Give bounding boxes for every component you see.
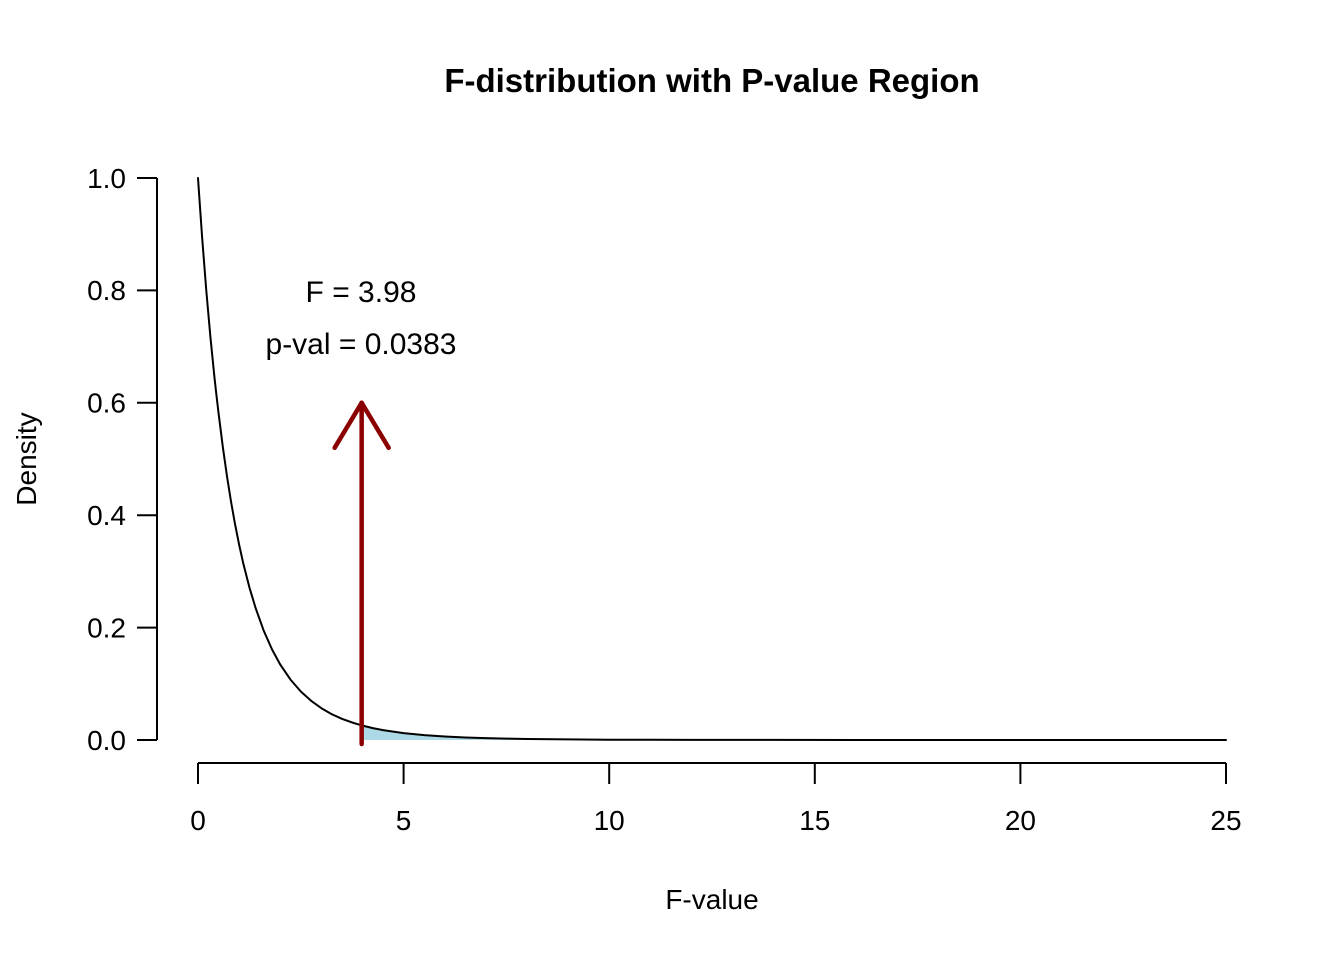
annotation-f-value: F = 3.98 bbox=[305, 276, 417, 309]
x-tick-label: 10 bbox=[594, 805, 625, 836]
annotation-p-value: p-val = 0.0383 bbox=[265, 328, 457, 361]
y-tick-label: 0.8 bbox=[87, 275, 126, 306]
x-tick-label: 15 bbox=[799, 805, 830, 836]
p-value-shaded-region bbox=[361, 725, 1226, 740]
y-tick-label: 0.2 bbox=[87, 612, 126, 643]
arrow-head-right bbox=[359, 400, 391, 451]
x-axis-title: F-value bbox=[665, 884, 759, 915]
y-tick-label: 0.6 bbox=[87, 388, 126, 419]
arrow-head-left bbox=[332, 400, 364, 451]
y-tick-label: 0.4 bbox=[87, 500, 126, 531]
y-tick-label: 1.0 bbox=[87, 163, 126, 194]
x-tick-label: 20 bbox=[1005, 805, 1036, 836]
x-tick-label: 25 bbox=[1210, 805, 1241, 836]
x-tick-label: 5 bbox=[396, 805, 412, 836]
density-curve bbox=[197, 177, 1227, 741]
y-tick-label: 0.0 bbox=[87, 725, 126, 756]
x-tick-label: 0 bbox=[190, 805, 206, 836]
chart-title: F-distribution with P-value Region bbox=[444, 62, 980, 99]
